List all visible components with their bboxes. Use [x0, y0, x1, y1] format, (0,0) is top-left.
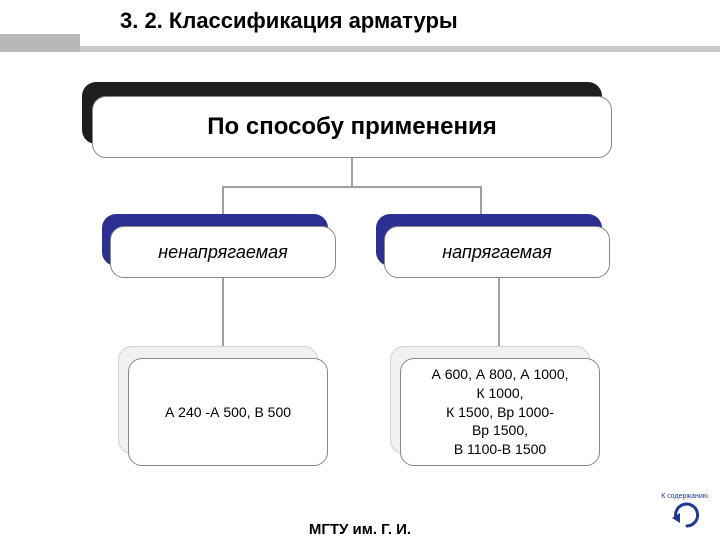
right-leaf-node: А 600, А 800, А 1000, К 1000, К 1500, Вр… — [390, 346, 600, 466]
root-node-box: По способу применения — [92, 96, 612, 158]
connector — [222, 186, 224, 214]
left-mid-box: ненапрягаемая — [110, 226, 336, 278]
left-mid-label: ненапрягаемая — [158, 242, 287, 263]
connector — [480, 186, 482, 214]
right-leaf-label: А 600, А 800, А 1000, К 1000, К 1500, Вр… — [432, 365, 569, 459]
connector — [498, 278, 500, 346]
root-node-label: По способу применения — [207, 113, 496, 141]
root-node: По способу применения — [82, 82, 612, 158]
top-rule-short — [0, 34, 80, 52]
top-rule-long — [0, 46, 720, 52]
back-link-label: К содержанию — [661, 493, 708, 500]
connector — [351, 158, 353, 186]
left-leaf-node: А 240 -А 500, В 500 — [118, 346, 328, 466]
right-leaf-box: А 600, А 800, А 1000, К 1000, К 1500, Вр… — [400, 358, 600, 466]
back-icon[interactable] — [670, 502, 704, 530]
connector — [222, 278, 224, 346]
right-mid-box: напрягаемая — [384, 226, 610, 278]
left-leaf-label: А 240 -А 500, В 500 — [165, 403, 291, 422]
right-mid-node: напрягаемая — [376, 214, 610, 278]
right-mid-label: напрягаемая — [442, 242, 552, 263]
footer-text: МГТУ им. Г. И. — [0, 521, 720, 538]
left-mid-node: ненапрягаемая — [102, 214, 336, 278]
left-leaf-box: А 240 -А 500, В 500 — [128, 358, 328, 466]
slide: 3. 2. Классификация арматуры По способу … — [0, 0, 720, 540]
connector — [222, 186, 482, 188]
slide-title: 3. 2. Классификация арматуры — [120, 8, 458, 34]
